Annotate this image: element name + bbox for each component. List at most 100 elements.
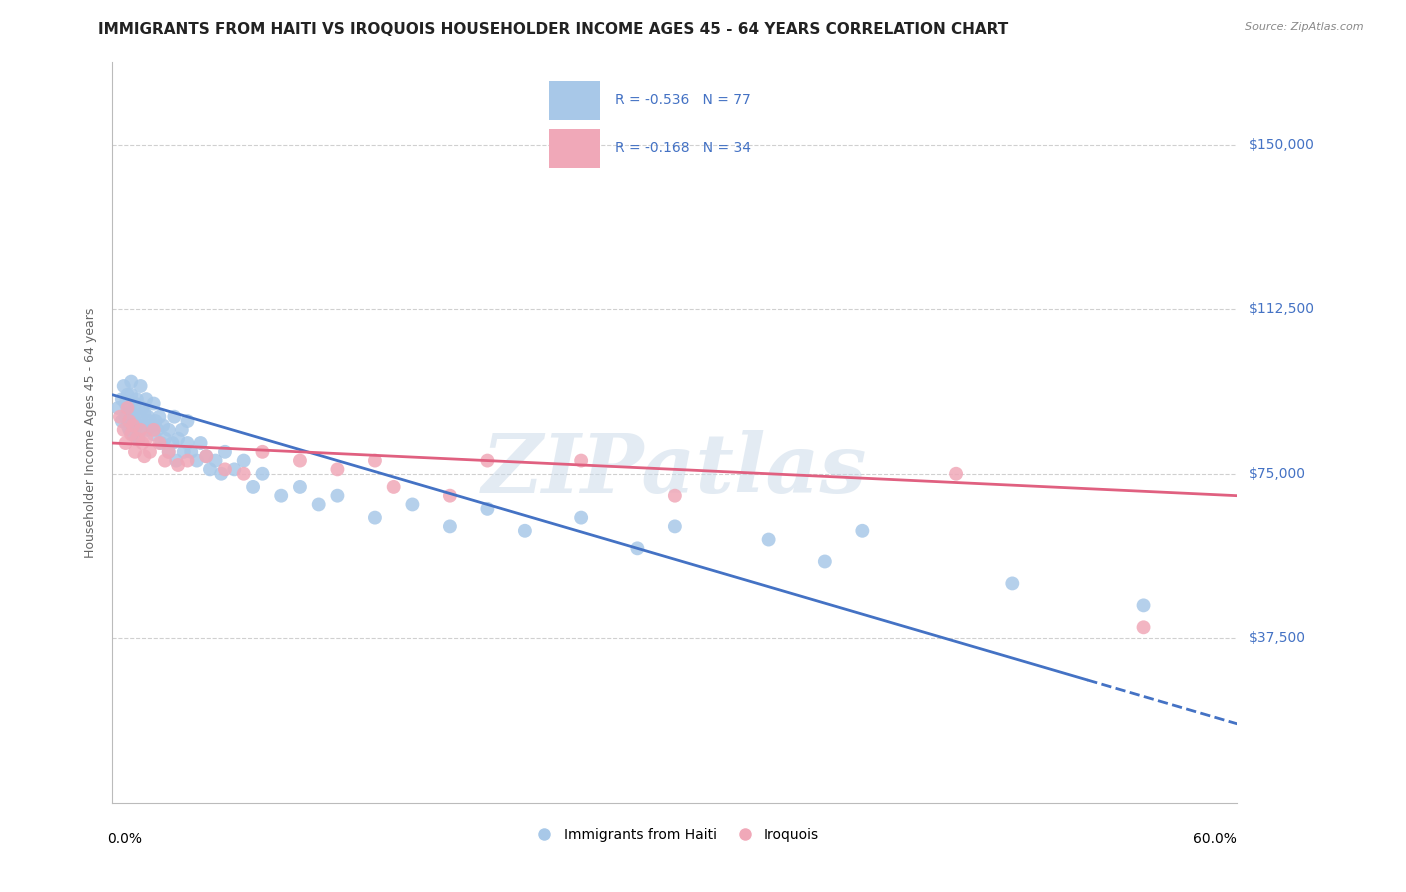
- Point: [120, 388, 142, 402]
- Point: [180, 445, 202, 459]
- Point: [141, 418, 163, 433]
- Point: [382, 480, 405, 494]
- Point: [308, 498, 330, 512]
- Point: [157, 423, 180, 437]
- Point: [569, 453, 592, 467]
- Point: [145, 414, 167, 428]
- Point: [125, 392, 148, 406]
- Point: [439, 519, 461, 533]
- Point: [112, 423, 135, 437]
- Point: [131, 436, 153, 450]
- Point: [112, 379, 135, 393]
- Point: [214, 445, 236, 459]
- Point: [122, 427, 145, 442]
- Point: [118, 401, 141, 415]
- Point: [122, 409, 145, 424]
- Point: [165, 453, 187, 467]
- Point: [135, 392, 157, 406]
- Point: [401, 498, 423, 512]
- Point: [136, 409, 159, 424]
- Point: [851, 524, 873, 538]
- Point: [170, 423, 193, 437]
- Point: [129, 409, 152, 424]
- Point: [198, 462, 221, 476]
- Point: [120, 375, 142, 389]
- Text: IMMIGRANTS FROM HAITI VS IROQUOIS HOUSEHOLDER INCOME AGES 45 - 64 YEARS CORRELAT: IMMIGRANTS FROM HAITI VS IROQUOIS HOUSEH…: [98, 22, 1008, 37]
- Point: [128, 432, 150, 446]
- Point: [477, 501, 499, 516]
- Point: [131, 418, 153, 433]
- Text: $75,000: $75,000: [1249, 467, 1306, 481]
- Point: [242, 480, 264, 494]
- Point: [945, 467, 967, 481]
- Point: [134, 405, 156, 419]
- Text: R = -0.536   N = 77: R = -0.536 N = 77: [614, 94, 751, 107]
- Point: [209, 467, 232, 481]
- Text: Source: ZipAtlas.com: Source: ZipAtlas.com: [1246, 22, 1364, 32]
- Point: [118, 423, 141, 437]
- Point: [214, 462, 236, 476]
- Point: [124, 414, 146, 428]
- Text: $150,000: $150,000: [1249, 137, 1315, 152]
- Point: [814, 554, 837, 568]
- Point: [163, 409, 186, 424]
- Point: [186, 453, 208, 467]
- Point: [664, 489, 686, 503]
- Point: [117, 388, 139, 402]
- Point: [252, 467, 274, 481]
- Point: [326, 462, 349, 476]
- Point: [162, 436, 184, 450]
- Text: $37,500: $37,500: [1249, 632, 1306, 645]
- Point: [1132, 599, 1154, 613]
- Point: [135, 423, 157, 437]
- Point: [117, 418, 139, 433]
- Point: [120, 427, 142, 442]
- Point: [120, 405, 142, 419]
- Point: [664, 519, 686, 533]
- Point: [176, 453, 198, 467]
- Text: 0.0%: 0.0%: [107, 832, 142, 847]
- Point: [134, 449, 156, 463]
- Point: [114, 436, 136, 450]
- Point: [131, 401, 153, 415]
- Point: [288, 480, 311, 494]
- Point: [129, 423, 152, 437]
- Point: [107, 401, 129, 415]
- Point: [190, 436, 212, 450]
- Point: [125, 432, 148, 446]
- Point: [167, 458, 190, 472]
- Point: [135, 432, 157, 446]
- Point: [167, 432, 190, 446]
- Point: [173, 445, 195, 459]
- Point: [142, 427, 165, 442]
- Point: [111, 414, 134, 428]
- Point: [1132, 620, 1154, 634]
- Y-axis label: Householder Income Ages 45 - 64 years: Householder Income Ages 45 - 64 years: [83, 308, 97, 558]
- Point: [1001, 576, 1024, 591]
- Point: [626, 541, 648, 556]
- Point: [124, 445, 146, 459]
- Point: [204, 453, 226, 467]
- Point: [569, 510, 592, 524]
- Point: [129, 379, 152, 393]
- Point: [150, 436, 173, 450]
- Point: [232, 453, 254, 467]
- Bar: [548, 81, 600, 120]
- Point: [152, 418, 174, 433]
- Point: [153, 432, 176, 446]
- Text: $112,500: $112,500: [1249, 302, 1315, 317]
- Point: [513, 524, 536, 538]
- Point: [114, 396, 136, 410]
- Point: [232, 467, 254, 481]
- Point: [142, 423, 165, 437]
- Point: [117, 401, 139, 415]
- Point: [326, 489, 349, 503]
- Point: [157, 445, 180, 459]
- Point: [176, 414, 198, 428]
- Point: [477, 453, 499, 467]
- Point: [148, 409, 170, 424]
- Point: [288, 453, 311, 467]
- Point: [157, 445, 180, 459]
- Text: ZIPatlas: ZIPatlas: [482, 430, 868, 509]
- Point: [139, 414, 162, 428]
